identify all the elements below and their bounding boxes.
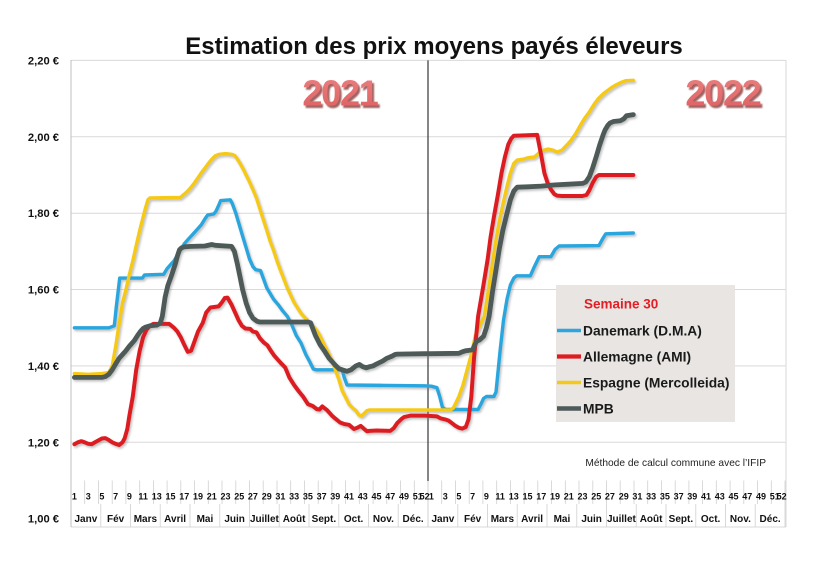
- svg-text:2,00 €: 2,00 €: [28, 132, 60, 144]
- svg-text:27: 27: [248, 492, 258, 502]
- svg-text:Oct.: Oct.: [701, 514, 721, 525]
- svg-text:1: 1: [429, 492, 434, 502]
- svg-text:39: 39: [330, 492, 340, 502]
- svg-text:41: 41: [701, 492, 711, 502]
- svg-text:Semaine 30: Semaine 30: [584, 297, 658, 312]
- svg-text:Mars: Mars: [491, 514, 515, 525]
- svg-text:17: 17: [536, 492, 546, 502]
- svg-text:11: 11: [138, 492, 148, 502]
- svg-text:29: 29: [619, 492, 629, 502]
- svg-text:9: 9: [484, 492, 489, 502]
- svg-text:Déc.: Déc.: [760, 514, 781, 525]
- svg-text:2021: 2021: [302, 73, 378, 114]
- svg-text:Avril: Avril: [164, 514, 186, 525]
- svg-text:1,40 €: 1,40 €: [28, 361, 60, 373]
- svg-text:Allemagne (AMI): Allemagne (AMI): [583, 350, 691, 365]
- svg-text:23: 23: [577, 492, 587, 502]
- svg-text:51: 51: [413, 492, 423, 502]
- svg-text:33: 33: [289, 492, 299, 502]
- svg-text:35: 35: [303, 492, 313, 502]
- svg-text:Août: Août: [640, 514, 663, 525]
- svg-text:Nov.: Nov.: [373, 514, 394, 525]
- svg-text:17: 17: [179, 492, 189, 502]
- svg-text:Nov.: Nov.: [730, 514, 751, 525]
- svg-text:11: 11: [495, 492, 505, 502]
- svg-text:25: 25: [234, 492, 244, 502]
- svg-text:41: 41: [344, 492, 354, 502]
- svg-text:Méthode de calcul commune avec: Méthode de calcul commune avec l’IFIP: [585, 458, 766, 469]
- svg-text:1,60 €: 1,60 €: [28, 285, 60, 297]
- svg-text:52: 52: [777, 492, 787, 502]
- svg-text:49: 49: [399, 492, 409, 502]
- svg-text:Sept.: Sept.: [669, 514, 694, 525]
- svg-text:Août: Août: [283, 514, 306, 525]
- svg-text:3: 3: [86, 492, 91, 502]
- svg-text:43: 43: [715, 492, 725, 502]
- svg-text:MPB: MPB: [583, 402, 614, 417]
- svg-text:2021: 2021: [304, 75, 380, 116]
- svg-text:Juin: Juin: [581, 514, 602, 525]
- svg-text:13: 13: [509, 492, 519, 502]
- svg-text:27: 27: [605, 492, 615, 502]
- svg-text:39: 39: [687, 492, 697, 502]
- svg-text:1,00 €: 1,00 €: [28, 514, 60, 526]
- svg-text:52: 52: [420, 492, 430, 502]
- svg-text:2022: 2022: [685, 73, 760, 114]
- svg-text:Espagne (Mercolleida): Espagne (Mercolleida): [583, 376, 729, 391]
- svg-text:Mai: Mai: [554, 514, 571, 525]
- svg-text:Oct.: Oct.: [344, 514, 364, 525]
- svg-text:7: 7: [113, 492, 118, 502]
- svg-text:45: 45: [728, 492, 738, 502]
- svg-text:47: 47: [385, 492, 395, 502]
- svg-text:35: 35: [660, 492, 670, 502]
- svg-text:45: 45: [371, 492, 381, 502]
- svg-text:43: 43: [358, 492, 368, 502]
- svg-text:1,20 €: 1,20 €: [28, 437, 60, 449]
- svg-text:13: 13: [152, 492, 162, 502]
- svg-text:Mars: Mars: [134, 514, 158, 525]
- svg-text:Janv: Janv: [432, 514, 455, 525]
- svg-text:31: 31: [275, 492, 285, 502]
- svg-text:1: 1: [72, 492, 77, 502]
- svg-text:1,80 €: 1,80 €: [28, 208, 60, 220]
- svg-text:9: 9: [127, 492, 132, 502]
- svg-text:33: 33: [646, 492, 656, 502]
- svg-text:Fév: Fév: [464, 514, 482, 525]
- svg-text:5: 5: [99, 492, 104, 502]
- svg-text:Juillet: Juillet: [607, 514, 637, 525]
- svg-text:21: 21: [207, 492, 217, 502]
- svg-text:37: 37: [317, 492, 327, 502]
- svg-text:Juin: Juin: [224, 514, 245, 525]
- svg-text:7: 7: [470, 492, 475, 502]
- svg-text:51: 51: [770, 492, 780, 502]
- svg-text:Mai: Mai: [197, 514, 214, 525]
- svg-text:5: 5: [456, 492, 461, 502]
- svg-text:3: 3: [443, 492, 448, 502]
- svg-text:29: 29: [262, 492, 272, 502]
- svg-text:Fév: Fév: [107, 514, 125, 525]
- svg-text:Avril: Avril: [521, 514, 543, 525]
- svg-text:15: 15: [165, 492, 175, 502]
- svg-text:2,20 €: 2,20 €: [28, 55, 60, 67]
- svg-text:Sept.: Sept.: [312, 514, 337, 525]
- svg-text:Juillet: Juillet: [250, 514, 280, 525]
- svg-text:Janv: Janv: [75, 514, 98, 525]
- svg-text:31: 31: [632, 492, 642, 502]
- svg-text:49: 49: [756, 492, 766, 502]
- svg-text:2022: 2022: [687, 75, 762, 116]
- svg-text:Estimation des prix moyens pay: Estimation des prix moyens payés éleveur…: [185, 33, 683, 60]
- svg-text:19: 19: [550, 492, 560, 502]
- svg-text:47: 47: [742, 492, 752, 502]
- svg-text:15: 15: [522, 492, 532, 502]
- svg-text:19: 19: [193, 492, 203, 502]
- svg-text:21: 21: [564, 492, 574, 502]
- svg-text:Déc.: Déc.: [403, 514, 424, 525]
- svg-text:Danemark (D.M.A): Danemark (D.M.A): [583, 324, 702, 339]
- svg-text:37: 37: [674, 492, 684, 502]
- svg-text:23: 23: [220, 492, 230, 502]
- svg-text:25: 25: [591, 492, 601, 502]
